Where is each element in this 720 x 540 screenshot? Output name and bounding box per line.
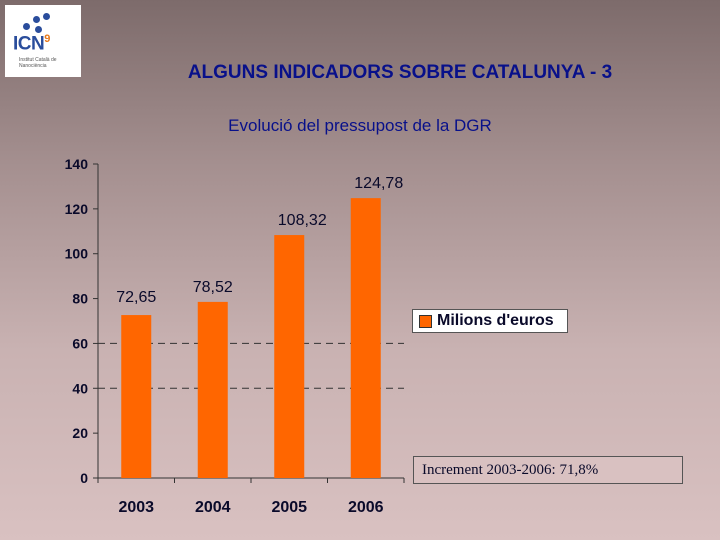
logo-subtext: Institut Català de Nanociència <box>19 57 57 69</box>
logo-dots-icon <box>23 13 53 35</box>
data-label-2004: 78,52 <box>193 279 233 296</box>
logo-mark: ICN9 <box>13 33 50 55</box>
x-tick-label-2006: 2006 <box>348 499 384 516</box>
data-label-2003: 72,65 <box>116 289 156 306</box>
page-title: ALGUNS INDICADORS SOBRE CATALUNYA - 3 <box>187 62 613 83</box>
y-tick-label-120: 120 <box>65 201 89 217</box>
x-tick-label-2003: 2003 <box>118 499 154 516</box>
y-tick-label-100: 100 <box>65 246 89 262</box>
bar-2005 <box>274 235 305 478</box>
increment-annotation: Increment 2003-2006: 71,8% <box>413 456 683 484</box>
y-tick-label-140: 140 <box>65 156 89 172</box>
bar-2003 <box>121 315 152 478</box>
logo-text: ICN <box>13 33 45 55</box>
y-tick-label-40: 40 <box>72 380 88 396</box>
bar-2004 <box>197 301 228 478</box>
y-tick-label-60: 60 <box>72 335 88 351</box>
data-label-2005: 108,32 <box>278 212 327 229</box>
legend-swatch <box>419 314 432 328</box>
x-tick-label-2005: 2005 <box>271 499 307 516</box>
y-tick-label-0: 0 <box>80 470 88 486</box>
y-tick-label-80: 80 <box>72 291 88 307</box>
x-tick-label-2004: 2004 <box>195 499 231 516</box>
logo-superscript: 9 <box>44 33 50 45</box>
chart-title: Evolució del pressupost de la DGR <box>228 116 492 135</box>
chart-legend: Milions d'euros <box>412 309 568 333</box>
logo: ICN9 Institut Català de Nanociència <box>5 5 81 77</box>
y-tick-label-20: 20 <box>72 425 88 441</box>
bar-2006 <box>350 198 381 478</box>
data-label-2006: 124,78 <box>354 175 403 192</box>
legend-label: Milions d'euros <box>437 312 554 329</box>
